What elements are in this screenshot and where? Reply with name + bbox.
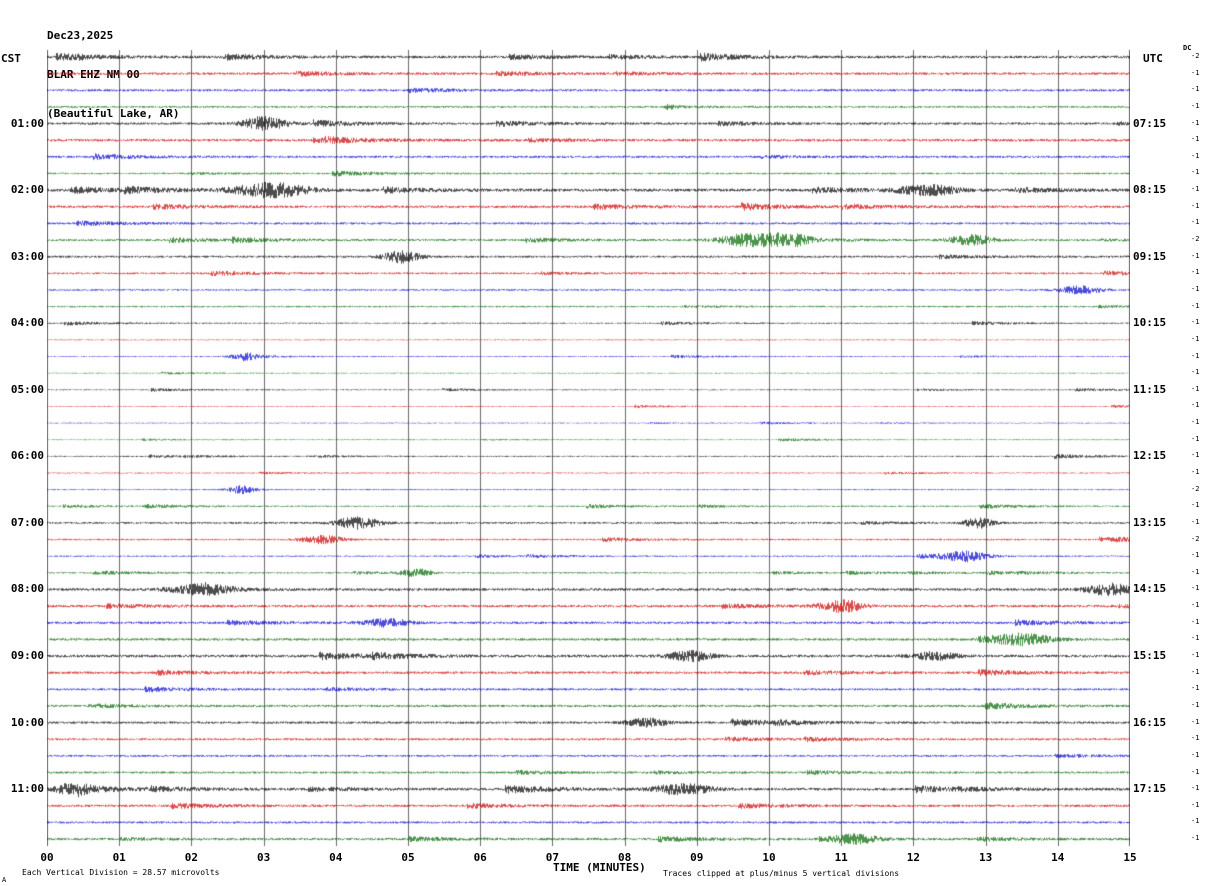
dc-offset-value: -1	[1191, 667, 1200, 676]
dc-offset-value: -1	[1191, 318, 1200, 327]
dc-offset-value: -1	[1191, 351, 1200, 360]
dc-offset-value: -1	[1191, 451, 1200, 460]
dc-offset-value: -1	[1191, 201, 1200, 210]
minute-tick-label: 11	[834, 851, 848, 864]
dc-offset-value: -1	[1191, 651, 1200, 660]
minute-tick-label: 14	[1051, 851, 1065, 864]
dc-offset-value: -1	[1191, 684, 1200, 693]
right-axis-label: UTC	[1143, 52, 1163, 65]
cst-time-label: 06:00	[10, 449, 44, 463]
dc-offset-value: -1	[1191, 135, 1200, 144]
utc-time-label: 13:15	[1133, 515, 1167, 529]
dc-offset-value: -1	[1191, 700, 1200, 709]
dc-label: DC	[1183, 44, 1192, 52]
dc-offset-value: -1	[1191, 168, 1200, 177]
dc-offset-value: -1	[1191, 601, 1200, 610]
utc-time-label: 09:15	[1133, 249, 1167, 263]
cst-time-label: 05:00	[10, 382, 44, 396]
dc-offset-value: -2	[1191, 534, 1200, 543]
header-date: Dec23,2025	[47, 29, 114, 42]
dc-offset-value: -1	[1191, 501, 1200, 510]
dc-offset-value: -2	[1191, 235, 1200, 244]
utc-time-label: 16:15	[1133, 715, 1167, 729]
dc-offset-value: -1	[1191, 567, 1200, 576]
left-axis-label: CST	[1, 52, 21, 65]
dc-offset-value: -1	[1191, 551, 1200, 560]
utc-time-label: 12:15	[1133, 449, 1167, 463]
cst-time-label: 08:00	[10, 582, 44, 596]
cst-time-label: 04:00	[10, 316, 44, 330]
dc-offset-value: -1	[1191, 101, 1200, 110]
dc-offset-value: -1	[1191, 784, 1200, 793]
dc-offset-value: -1	[1191, 418, 1200, 427]
cst-time-label: 11:00	[10, 782, 44, 796]
dc-offset-value: -1	[1191, 251, 1200, 260]
dc-offset-value: -2	[1191, 52, 1200, 60]
dc-offset-value: -1	[1191, 301, 1200, 310]
dc-offset-value: -1	[1191, 800, 1200, 809]
minute-tick-label: 10	[762, 851, 776, 864]
dc-offset-value: -1	[1191, 468, 1200, 476]
dc-offset-value: -1	[1191, 517, 1200, 526]
cst-time-label: 10:00	[10, 715, 44, 729]
dc-offset-value: -1	[1191, 368, 1200, 377]
dc-offset-value: -1	[1191, 817, 1200, 826]
utc-time-label: 17:15	[1133, 782, 1167, 796]
dc-offset-value: -1	[1191, 834, 1200, 843]
dc-offset-value: -1	[1191, 734, 1200, 743]
dc-offset-value: -1	[1191, 384, 1200, 393]
minute-tick-label: 05	[401, 851, 415, 864]
minute-tick-label: 09	[690, 851, 704, 864]
cst-time-label: 01:00	[10, 116, 44, 130]
utc-time-label: 08:15	[1133, 183, 1167, 197]
dc-offset-value: -1	[1191, 268, 1200, 277]
dc-offset-value: -1	[1191, 118, 1200, 127]
utc-time-label: 07:15	[1133, 116, 1167, 130]
cst-time-label: 07:00	[10, 515, 44, 529]
dc-offset-value: -1	[1191, 68, 1200, 77]
dc-offset-value: -1	[1191, 750, 1200, 759]
footer-scale-note: Each Vertical Division = 28.57 microvolt…	[22, 868, 220, 877]
dc-offset-value: -1	[1191, 284, 1200, 293]
dc-offset-value: -1	[1191, 617, 1200, 626]
minute-tick-label: 01	[112, 851, 126, 864]
minute-tick-label: 13	[978, 851, 993, 864]
utc-time-label: 11:15	[1133, 382, 1167, 396]
footer-clip-note: Traces clipped at plus/minus 5 vertical …	[663, 869, 900, 878]
seismogram-canvas	[47, 48, 1130, 848]
cst-time-label: 03:00	[10, 249, 44, 263]
dc-offset-value: -1	[1191, 334, 1200, 343]
dc-offset-value: -2	[1191, 484, 1200, 493]
minute-tick-label: 15	[1123, 851, 1137, 864]
minute-tick-label: 00	[40, 851, 54, 864]
dc-offset-value: -1	[1191, 85, 1200, 94]
minute-tick-label: 04	[329, 851, 343, 864]
corner-mark: A	[2, 876, 7, 884]
minute-tick-label: 12	[906, 851, 921, 864]
utc-time-label: 15:15	[1133, 649, 1167, 663]
dc-offset-value: -1	[1191, 434, 1200, 443]
dc-offset-value: -1	[1191, 634, 1200, 643]
cst-time-label: 02:00	[10, 183, 44, 197]
minute-tick-label: 06	[473, 851, 487, 864]
minute-tick-label: 03	[256, 851, 271, 864]
dc-offset-value: -1	[1191, 767, 1200, 776]
dc-offset-value: -1	[1191, 717, 1200, 726]
dc-offset-value: -1	[1191, 584, 1200, 593]
dc-offset-value: -1	[1191, 401, 1200, 410]
cst-time-label: 09:00	[10, 649, 44, 663]
x-axis-title: TIME (MINUTES)	[553, 861, 646, 874]
utc-time-label: 10:15	[1133, 316, 1167, 330]
utc-time-label: 14:15	[1133, 582, 1167, 596]
dc-offset-value: -1	[1191, 185, 1200, 194]
minute-tick-label: 02	[184, 851, 199, 864]
dc-offset-value: -1	[1191, 151, 1200, 160]
dc-offset-value: -1	[1191, 218, 1200, 227]
